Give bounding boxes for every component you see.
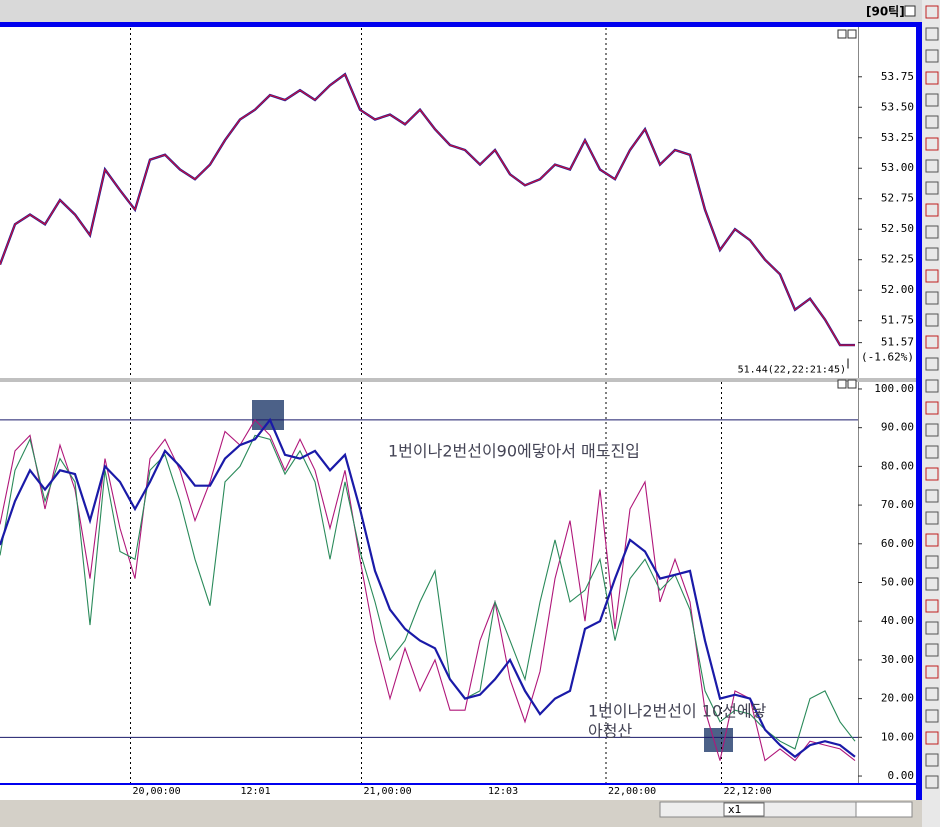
tool-button[interactable] bbox=[925, 159, 939, 173]
frame-bottom bbox=[0, 783, 916, 785]
tool-button[interactable] bbox=[925, 357, 939, 371]
x-tick-label: 12:01 bbox=[241, 786, 271, 797]
change-label: (-1.62%) bbox=[861, 351, 914, 364]
tool-button[interactable] bbox=[925, 775, 939, 789]
period-label[interactable]: [90틱] bbox=[866, 4, 905, 19]
low-label: 51.44(22,22:21:45) bbox=[738, 364, 846, 375]
y-tick-label: 30.00 bbox=[881, 653, 914, 666]
tool-button[interactable] bbox=[925, 71, 939, 85]
tool-button[interactable] bbox=[925, 423, 939, 437]
tool-button[interactable] bbox=[925, 599, 939, 613]
tool-button[interactable] bbox=[925, 643, 939, 657]
y-tick-label: 53.25 bbox=[881, 131, 914, 144]
x-tick-label: 20,00:00 bbox=[133, 786, 181, 797]
tool-button[interactable] bbox=[925, 291, 939, 305]
tool-button[interactable] bbox=[925, 93, 939, 107]
tool-button[interactable] bbox=[925, 401, 939, 415]
tool-button[interactable] bbox=[925, 203, 939, 217]
indicator-line bbox=[0, 434, 856, 750]
tool-button[interactable] bbox=[925, 137, 939, 151]
pane-button[interactable] bbox=[837, 379, 847, 389]
tool-button[interactable] bbox=[925, 379, 939, 393]
x-tick-label: 12:03 bbox=[488, 786, 518, 797]
y-tick-label: 53.75 bbox=[881, 70, 914, 83]
zoom-label[interactable]: x1 bbox=[728, 803, 742, 816]
y-tick-label: 50.00 bbox=[881, 576, 914, 589]
tool-button[interactable] bbox=[925, 577, 939, 591]
tool-button[interactable] bbox=[925, 335, 939, 349]
y-tick-label: 20.00 bbox=[881, 692, 914, 705]
tool-button[interactable] bbox=[925, 225, 939, 239]
y-tick-label: 40.00 bbox=[881, 614, 914, 627]
scrollbar[interactable] bbox=[855, 801, 913, 818]
tool-button[interactable] bbox=[925, 489, 939, 503]
indicator-line bbox=[0, 419, 856, 762]
pane-button[interactable] bbox=[837, 29, 847, 39]
tool-button[interactable] bbox=[925, 445, 939, 459]
price-line bbox=[0, 73, 855, 346]
pane-divider bbox=[0, 378, 916, 382]
y-tick-label: 52.00 bbox=[881, 283, 914, 296]
indicator-line bbox=[0, 417, 856, 759]
tool-button[interactable] bbox=[925, 49, 939, 63]
y-tick-label: 53.00 bbox=[881, 161, 914, 174]
tool-button[interactable] bbox=[925, 665, 939, 679]
x-tick-label: 22,00:00 bbox=[608, 786, 656, 797]
tool-button[interactable] bbox=[925, 687, 939, 701]
y-tick-label: 90.00 bbox=[881, 421, 914, 434]
tool-button[interactable] bbox=[925, 181, 939, 195]
pane-button[interactable] bbox=[847, 29, 857, 39]
tool-button[interactable] bbox=[925, 115, 939, 129]
tool-button[interactable] bbox=[925, 709, 939, 723]
tool-button[interactable] bbox=[925, 511, 939, 525]
tool-button[interactable] bbox=[925, 731, 939, 745]
tool-button[interactable] bbox=[925, 313, 939, 327]
last-price-label: 51.57 bbox=[881, 336, 914, 349]
tool-button[interactable] bbox=[925, 27, 939, 41]
y-tick-label: 100.00 bbox=[874, 382, 914, 395]
tool-button[interactable] bbox=[925, 467, 939, 481]
y-tick-label: 52.75 bbox=[881, 192, 914, 205]
axis-border bbox=[858, 27, 859, 784]
y-tick-label: 80.00 bbox=[881, 459, 914, 472]
y-tick-label: 52.50 bbox=[881, 222, 914, 235]
y-tick-label: 0.00 bbox=[888, 769, 915, 782]
window-button[interactable] bbox=[904, 5, 916, 17]
tool-button[interactable] bbox=[925, 269, 939, 283]
y-tick-label: 51.75 bbox=[881, 314, 914, 327]
tool-button[interactable] bbox=[925, 247, 939, 261]
annotation: 1번이나2번선이90에닿아서 매도진입 bbox=[388, 442, 640, 461]
y-tick-label: 53.50 bbox=[881, 100, 914, 113]
highlight-box bbox=[252, 400, 284, 430]
y-tick-label: 10.00 bbox=[881, 730, 914, 743]
x-tick-label: 21,00:00 bbox=[364, 786, 412, 797]
annotation: 1번이나2번선이 10선에닿 bbox=[588, 702, 767, 721]
title-bar bbox=[0, 0, 922, 22]
tool-button[interactable] bbox=[925, 621, 939, 635]
tool-icons bbox=[925, 5, 939, 789]
tool-button[interactable] bbox=[925, 753, 939, 767]
highlight-box bbox=[704, 728, 733, 752]
y-tick-label: 52.25 bbox=[881, 253, 914, 266]
annotation: 아청산 bbox=[588, 722, 632, 741]
pane-button[interactable] bbox=[847, 379, 857, 389]
y-tick-label: 60.00 bbox=[881, 537, 914, 550]
tool-button[interactable] bbox=[925, 555, 939, 569]
tool-button[interactable] bbox=[925, 5, 939, 19]
y-tick-label: 70.00 bbox=[881, 498, 914, 511]
frame-right bbox=[916, 22, 922, 800]
x-tick-label: 22,12:00 bbox=[724, 786, 772, 797]
tool-button[interactable] bbox=[925, 533, 939, 547]
frame-top bbox=[0, 22, 922, 27]
zoom-select[interactable] bbox=[723, 802, 765, 817]
